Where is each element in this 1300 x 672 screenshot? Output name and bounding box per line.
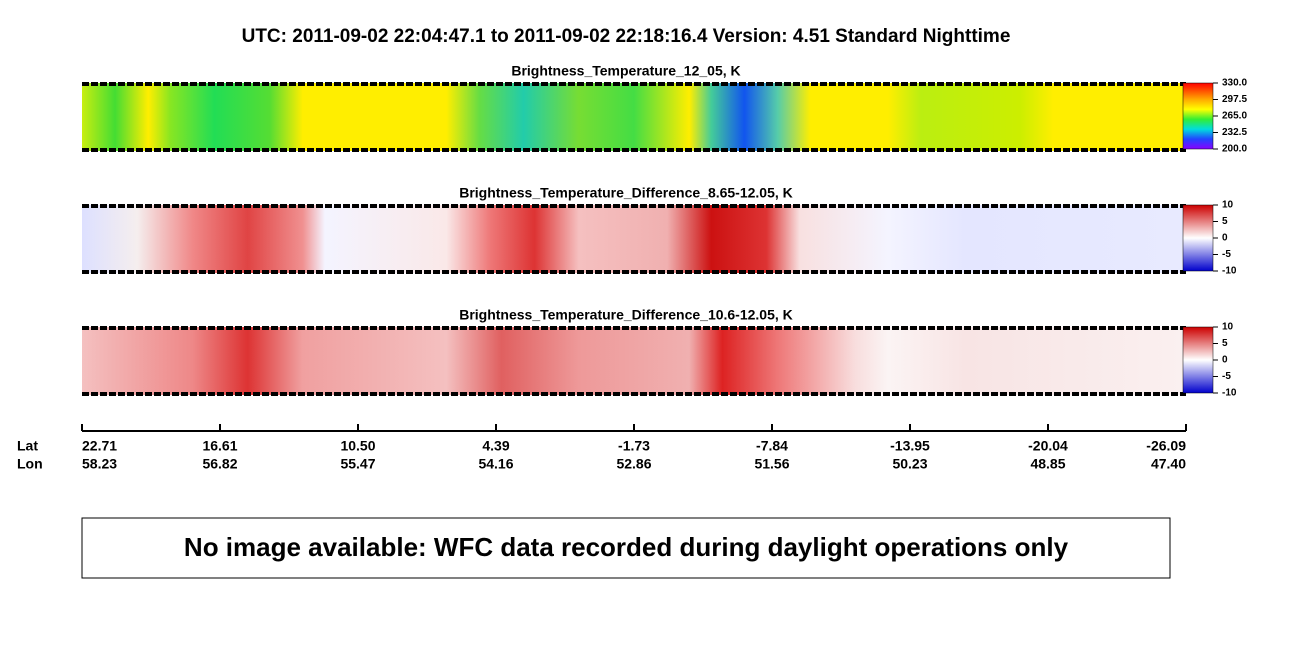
lat-label: -13.95 (890, 438, 930, 454)
colorbar-label: -10 (1222, 266, 1237, 277)
message-box (81, 517, 1171, 579)
lon-label: 47.40 (1151, 456, 1186, 472)
lon-label: 51.56 (754, 456, 789, 472)
lat-label: -7.84 (756, 438, 788, 454)
panel-title: Brightness_Temperature_12_05, K (511, 63, 740, 79)
panel-title: Brightness_Temperature_Difference_8.65-1… (459, 185, 793, 201)
colorbar-label: 0 (1222, 233, 1228, 244)
panel-image (82, 327, 1186, 395)
colorbar (1182, 82, 1214, 150)
lat-label: -20.04 (1028, 438, 1068, 454)
lon-label: 52.86 (616, 456, 651, 472)
axis-row-label: Lon (17, 456, 43, 472)
lon-label: 48.85 (1030, 456, 1065, 472)
lon-label: 55.47 (340, 456, 375, 472)
lat-label: 22.71 (82, 438, 117, 454)
colorbar-label: 265.0 (1222, 111, 1247, 122)
colorbar-label: -5 (1222, 249, 1231, 260)
panel-image (82, 83, 1186, 151)
colorbar-label: 10 (1222, 322, 1234, 333)
lat-label: -1.73 (618, 438, 650, 454)
colorbar (1182, 204, 1214, 272)
colorbar-label: 200.0 (1222, 144, 1247, 155)
lon-label: 56.82 (202, 456, 237, 472)
lat-label: 4.39 (482, 438, 509, 454)
colorbar-label: 5 (1222, 338, 1228, 349)
colorbar-label: 5 (1222, 216, 1228, 227)
colorbar-label: 232.5 (1222, 127, 1247, 138)
lat-label: 10.50 (340, 438, 375, 454)
panel-title: Brightness_Temperature_Difference_10.6-1… (459, 307, 793, 323)
colorbar-label: -10 (1222, 388, 1237, 399)
panel-image (82, 205, 1186, 273)
lat-label: -26.09 (1146, 438, 1186, 454)
colorbar-label: 330.0 (1222, 78, 1247, 89)
lon-label: 54.16 (478, 456, 513, 472)
message: No image available: WFC data recorded du… (184, 532, 1069, 562)
colorbar-label: 297.5 (1222, 94, 1247, 105)
colorbar-label: -5 (1222, 371, 1231, 382)
axis-row-label: Lat (17, 438, 38, 454)
lon-label: 58.23 (82, 456, 117, 472)
lat-label: 16.61 (202, 438, 237, 454)
colorbar (1182, 326, 1214, 394)
colorbar-label: 0 (1222, 355, 1228, 366)
lon-label: 50.23 (892, 456, 927, 472)
header-title: UTC: 2011-09-02 22:04:47.1 to 2011-09-02… (242, 26, 1011, 47)
colorbar-label: 10 (1222, 200, 1234, 211)
